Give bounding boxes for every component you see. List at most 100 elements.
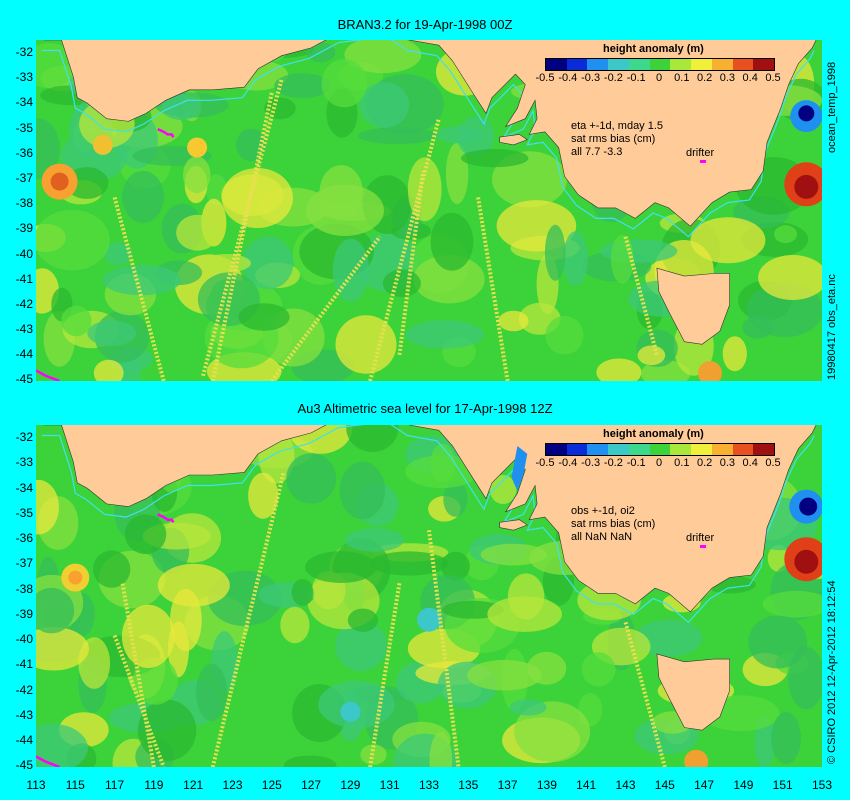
legend-tick-label: 0.1	[674, 72, 690, 84]
legend-tick-label: -0.3	[581, 72, 601, 84]
x-tick-label: 137	[497, 778, 518, 792]
legend-tick-label: 0.5	[765, 457, 781, 469]
x-tick-label: 125	[261, 778, 282, 792]
legend-tick-label: -0.1	[626, 457, 646, 469]
drifter-marker	[700, 545, 706, 548]
australia-land	[43, 40, 817, 227]
x-tick-label: 145	[654, 778, 675, 792]
y-tick-label: -39	[15, 221, 33, 236]
australia-land	[43, 425, 817, 613]
panel-2-title: Au3 Altimetric sea level for 17-Apr-1998…	[297, 401, 553, 416]
y-tick-label: -34	[15, 480, 33, 495]
legend-tick-label: -0.4	[558, 72, 578, 84]
y-tick-label: -43	[15, 707, 33, 722]
stats-text: obs +-1d, oi2 sat rms bias (cm) all NaN …	[571, 505, 656, 543]
legend-tick-label: 0.5	[765, 72, 781, 84]
x-tick-label: 117	[105, 778, 125, 792]
stats-text: eta +-1d, mday 1.5 sat rms bias (cm) all…	[571, 120, 664, 158]
y-tick-label: -32	[15, 45, 33, 59]
legend-tick-label: 0.4	[742, 72, 758, 84]
y-tick-label: -38	[15, 196, 33, 211]
x-tick-label: 121	[183, 778, 204, 792]
legend-tick-label: -0.4	[558, 457, 578, 469]
y-tick-label: -43	[15, 322, 33, 337]
legend-tick-label: -0.2	[603, 457, 623, 469]
legend-tick-label: -0.3	[581, 457, 601, 469]
legend-tick-label: -0.2	[603, 72, 623, 84]
y-tick-label: -35	[15, 505, 33, 520]
y-tick-label: -37	[15, 556, 33, 571]
x-tick-label: 133	[418, 778, 440, 792]
legend-tick-label: 0.4	[742, 457, 758, 469]
y-tick-label: -41	[15, 271, 33, 286]
tasmania-land	[656, 267, 730, 345]
x-tick-label: 153	[811, 778, 833, 792]
legend-colour-bar	[545, 443, 775, 456]
kangaroo-island	[499, 134, 528, 146]
x-tick-label: 139	[536, 778, 557, 792]
legend-tick-label: -0.5	[535, 457, 555, 469]
y-tick-label: -42	[15, 682, 33, 697]
tasmania-land	[656, 653, 730, 731]
y-tick-label: -45	[15, 758, 33, 773]
legend-tick-label: 0.1	[674, 457, 690, 469]
x-tick-label: 141	[576, 778, 597, 792]
panel-1-title: BRAN3.2 for 19-Apr-1998 00Z	[337, 17, 513, 32]
legend-tick-label: 0	[655, 457, 663, 469]
legend-title: height anomaly (m)	[603, 43, 704, 55]
y-tick-label: -38	[15, 581, 33, 596]
y-tick-label: -37	[15, 170, 33, 185]
drifter-track	[36, 755, 61, 767]
x-tick-label: 143	[615, 778, 636, 792]
legend-tick-label: 0.3	[719, 457, 736, 469]
drifter-marker	[700, 160, 706, 163]
x-tick-label: 131	[379, 778, 400, 792]
y-tick-label: -44	[15, 733, 33, 748]
x-tick-label: 123	[222, 778, 243, 792]
x-tick-label: 119	[144, 778, 164, 792]
x-tick-label: 149	[733, 778, 754, 792]
drifter-track	[157, 513, 175, 524]
y-tick-label: -40	[15, 632, 33, 647]
legend-colour-bar	[545, 58, 775, 71]
y-tick-label: -34	[15, 95, 33, 110]
x-tick-label: 151	[772, 778, 793, 792]
x-tick-label: 135	[458, 778, 479, 792]
side-label-bottom: © CSIRO 2012 12-Apr-2012 18:12:54	[826, 580, 838, 764]
x-tick-label: 129	[340, 778, 361, 792]
map-panel-altimetry: height anomaly (m) -0.5 -0.4 -0.3 -0.2 -0.1 0 0…	[36, 425, 822, 767]
x-tick-label: 115	[65, 778, 85, 792]
y-tick-label: -40	[15, 246, 33, 261]
legend-tick-label: 0	[655, 72, 663, 84]
y-tick-label: -44	[15, 347, 33, 362]
x-tick-label: 147	[694, 778, 715, 792]
y-tick-label: -36	[15, 531, 33, 546]
y-tick-label: -45	[15, 372, 33, 387]
y-tick-label: -32	[15, 430, 33, 444]
legend-tick-label: 0.2	[696, 457, 713, 469]
legend-tick-label: 0.3	[719, 72, 736, 84]
side-label-top-upper: ocean_temp_1998	[826, 61, 838, 153]
y-tick-label: -36	[15, 145, 33, 160]
satellite-tracks	[112, 471, 667, 767]
legend-tick-label: -0.1	[626, 72, 646, 84]
y-tick-label: -33	[15, 70, 33, 85]
x-tick-label: 113	[26, 778, 46, 792]
y-tick-label: -35	[15, 120, 33, 135]
x-tick-label: 127	[301, 778, 322, 792]
drifter-label: drifter	[686, 532, 715, 544]
legend-tick-label: -0.5	[535, 72, 555, 84]
y-tick-label: -33	[15, 455, 33, 470]
legend-title: height anomaly (m)	[603, 428, 704, 440]
drifter-track	[36, 369, 61, 381]
drifter-track	[157, 128, 175, 138]
y-tick-label: -42	[15, 296, 33, 311]
y-tick-label: -41	[15, 657, 33, 672]
legend-tick-label: 0.2	[696, 72, 713, 84]
kangaroo-island	[499, 519, 528, 531]
y-tick-label: -39	[15, 606, 33, 621]
map-panel-bran: height anomaly (m) -0.5 -0.4 -0.3 -0.2 -0.1 0 0…	[36, 40, 822, 381]
satellite-tracks	[112, 78, 659, 381]
drifter-label: drifter	[686, 147, 715, 159]
side-label-top-lower: 19980417 obs_eta.nc	[826, 274, 838, 380]
